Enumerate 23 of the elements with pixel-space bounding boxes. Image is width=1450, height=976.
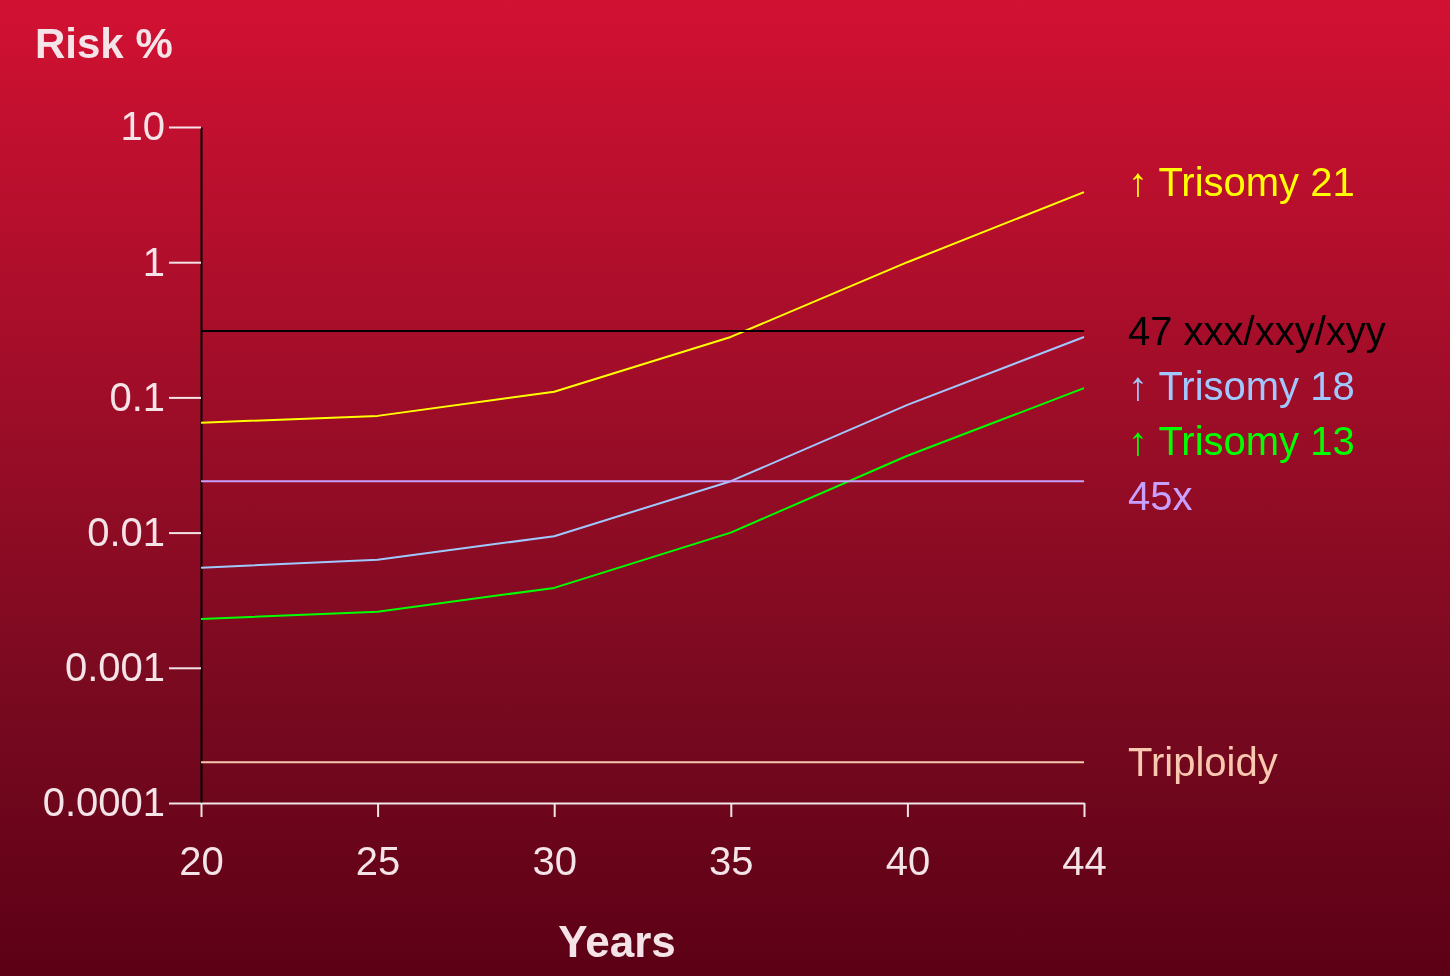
x-tick-label: 30: [532, 839, 577, 884]
x-tick-label: 40: [885, 839, 931, 884]
y-tick-label: 1: [142, 239, 165, 284]
x-tick-label: 25: [355, 839, 401, 884]
y-tick-label: 0.001: [64, 645, 165, 690]
x-tick-label: 20: [179, 839, 224, 884]
series-label: Triploidy: [1128, 740, 1278, 785]
series-label: ↑ Trisomy 13: [1128, 418, 1355, 463]
series-label: 45x: [1128, 473, 1193, 518]
series-label: 47 xxx/xxy/xyy: [1128, 308, 1386, 353]
line-series: [200, 191, 1085, 424]
chart-title: Risk %: [35, 20, 173, 67]
y-tick-label: 0.1: [109, 374, 165, 419]
y-tick-label: 0.01: [87, 509, 165, 554]
x-tick-label: 35: [709, 839, 754, 884]
y-tick-label: 0.0001: [42, 780, 165, 825]
series-label: ↑ Trisomy 18: [1128, 363, 1355, 408]
line-series: [200, 387, 1085, 620]
y-tick-label: 10: [120, 104, 165, 149]
x-tick-label: 44: [1062, 839, 1107, 884]
series-label: ↑ Trisomy 21: [1128, 160, 1355, 205]
x-axis-title: Years: [558, 917, 676, 966]
line-series: [200, 335, 1085, 569]
